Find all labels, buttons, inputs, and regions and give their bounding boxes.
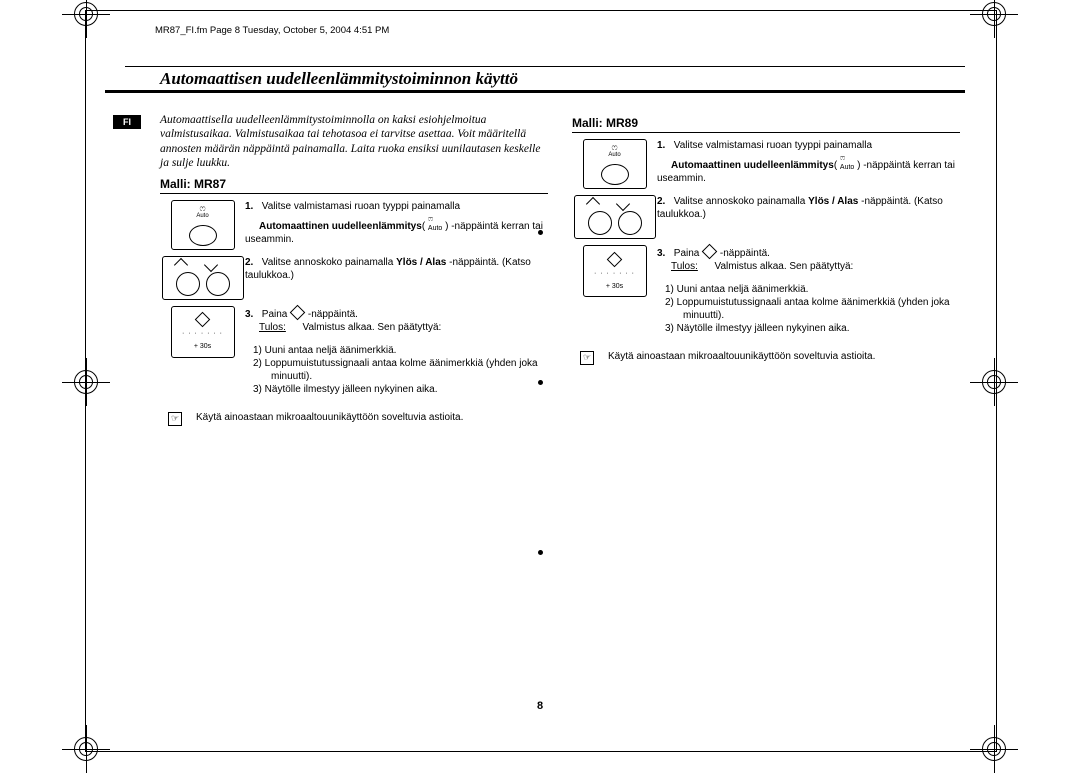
content: Automaattisella uudelleenlämmitystoiminn…	[160, 113, 960, 426]
step-number: 2.	[657, 195, 671, 208]
step-text: -näppäintä.	[717, 248, 770, 259]
chevron-up-icon	[585, 197, 599, 211]
note: ☞ Käytä ainoastaan mikroaaltouunikäyttöö…	[160, 412, 548, 426]
step-text: Valmistus alkaa. Sen päätyttyä:	[303, 322, 442, 333]
model-header: Malli: MR87	[160, 177, 548, 194]
language-badge: FI	[113, 115, 141, 129]
column-right: Malli: MR89 ෆAuto 1. Valitse valmistamas…	[572, 113, 960, 426]
step-bold: Ylös / Alas	[808, 196, 858, 207]
column-left: Automaattisella uudelleenlämmitystoiminn…	[160, 113, 548, 426]
section-title: Automaattisen uudelleenlämmitystoiminnon…	[105, 67, 965, 90]
plus30-label: + 30s	[194, 343, 211, 350]
title-bar: Automaattisen uudelleenlämmitystoiminnon…	[105, 66, 965, 93]
result-item: 1) Uuni antaa neljä äänimerkkiä.	[271, 344, 548, 357]
updown-button-icon	[574, 195, 656, 239]
dial-icon	[206, 272, 230, 296]
page-number: 8	[0, 700, 1080, 712]
step-2: 2. Valitse annoskoko painamalla Ylös / A…	[572, 195, 960, 239]
result-label: Tulos:	[259, 322, 286, 333]
result-item: 2) Loppumuistutussignaali antaa kolme ää…	[683, 296, 960, 322]
dial-icon	[588, 211, 612, 235]
step-text: Valitse annoskoko painamalla	[674, 196, 808, 207]
note-icon: ☞	[168, 412, 182, 426]
step-bold: Automaattinen uudelleenlämmitys	[259, 221, 422, 232]
diamond-icon	[290, 304, 306, 320]
note-icon: ☞	[580, 351, 594, 365]
result-item: 3) Näytölle ilmestyy jälleen nykyinen ai…	[271, 383, 548, 396]
step-number: 3.	[245, 308, 259, 321]
step-text: Paina	[262, 309, 290, 320]
result-item: 1) Uuni antaa neljä äänimerkkiä.	[683, 283, 960, 296]
chevron-down-icon	[203, 257, 217, 271]
reheat-icon: ෆAuto	[608, 143, 620, 158]
intro-text: Automaattisella uudelleenlämmitystoiminn…	[160, 113, 548, 171]
start-button-icon: · · · · · · · + 30s	[171, 306, 235, 358]
step-3: · · · · · · · + 30s 3. Paina -näppäintä.…	[160, 306, 548, 406]
step-number: 3.	[657, 247, 671, 260]
step-3: · · · · · · · + 30s 3. Paina -näppäintä.…	[572, 245, 960, 345]
step-2: 2. Valitse annoskoko painamalla Ylös / A…	[160, 256, 548, 300]
step-text: Valmistus alkaa. Sen päätyttyä:	[715, 261, 854, 272]
step-1: ෆAuto 1. Valitse valmistamasi ruoan tyyp…	[160, 200, 548, 250]
header-meta: MR87_FI.fm Page 8 Tuesday, October 5, 20…	[155, 25, 389, 36]
reheat-icon: ෆAuto	[196, 204, 208, 219]
result-label: Tulos:	[671, 261, 698, 272]
dial-icon	[189, 225, 217, 246]
step-text: Valitse valmistamasi ruoan tyyppi painam…	[262, 201, 460, 212]
diamond-icon	[607, 251, 623, 267]
step-number: 2.	[245, 256, 259, 269]
note: ☞ Käytä ainoastaan mikroaaltouunikäyttöö…	[572, 351, 960, 365]
diamond-icon	[702, 244, 718, 260]
step-1: ෆAuto 1. Valitse valmistamasi ruoan tyyp…	[572, 139, 960, 189]
updown-button-icon	[162, 256, 244, 300]
auto-button-icon: ෆAuto	[171, 200, 235, 250]
step-bold: Automaattinen uudelleenlämmitys	[671, 160, 834, 171]
reheat-icon: ෆAuto	[840, 153, 854, 172]
start-button-icon: · · · · · · · + 30s	[583, 245, 647, 297]
step-number: 1.	[657, 139, 671, 152]
step-number: 1.	[245, 200, 259, 213]
step-text: Valitse annoskoko painamalla	[262, 257, 396, 268]
auto-button-icon: ෆAuto	[583, 139, 647, 189]
reheat-icon: ෆAuto	[428, 214, 442, 233]
result-item: 3) Näytölle ilmestyy jälleen nykyinen ai…	[683, 322, 960, 335]
column-divider	[539, 230, 540, 560]
step-text: Valitse valmistamasi ruoan tyyppi painam…	[674, 140, 872, 151]
note-text: Käytä ainoastaan mikroaaltouunikäyttöön …	[196, 412, 463, 423]
diamond-icon	[195, 312, 211, 328]
step-text: -näppäintä.	[305, 309, 358, 320]
chevron-down-icon	[615, 197, 629, 211]
step-text: Paina	[674, 248, 702, 259]
dial-icon	[618, 211, 642, 235]
step-bold: Ylös / Alas	[396, 257, 446, 268]
dial-icon	[601, 164, 629, 185]
note-text: Käytä ainoastaan mikroaaltouunikäyttöön …	[608, 351, 875, 362]
plus30-label: + 30s	[606, 283, 623, 290]
model-header: Malli: MR89	[572, 116, 960, 133]
result-item: 2) Loppumuistutussignaali antaa kolme ää…	[271, 357, 548, 383]
dial-icon	[176, 272, 200, 296]
chevron-up-icon	[173, 257, 187, 271]
